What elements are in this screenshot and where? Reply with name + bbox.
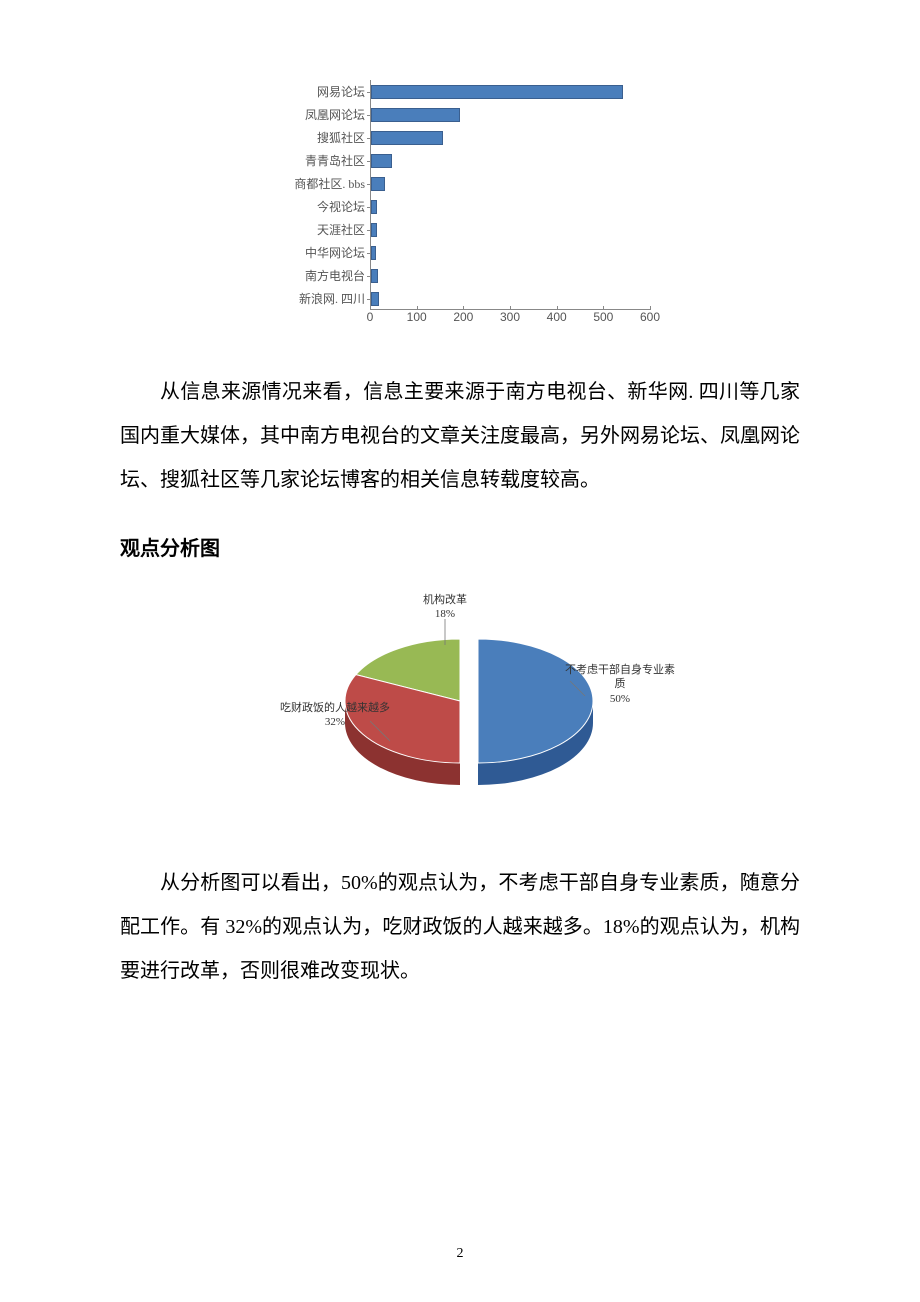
bar-category-label: 南方电视台	[305, 267, 371, 284]
bar-rect	[371, 246, 376, 260]
pie-slice-label-percent: 50%	[565, 692, 675, 706]
bar-category-label: 青青岛社区	[305, 152, 371, 169]
pie-slice-label-text: 机构改革	[405, 593, 485, 607]
bar-rect	[371, 177, 385, 191]
bar-rect	[371, 131, 443, 145]
bar-row: 天涯社区	[371, 223, 377, 237]
section-heading-opinion: 观点分析图	[120, 532, 800, 561]
pie-slice-label-text: 不考虑干部自身专业素质	[565, 663, 675, 692]
bar-xtick-label: 100	[407, 310, 427, 324]
bar-xtick-label: 400	[547, 310, 567, 324]
pie-slice-label-text: 吃财政饭的人越来越多	[270, 701, 400, 715]
bar-xtick-label: 0	[367, 310, 374, 324]
bar-rect	[371, 154, 392, 168]
bar-chart-xaxis: 0100200300400500600	[370, 310, 650, 330]
bar-row: 青青岛社区	[371, 154, 392, 168]
bar-category-label: 商都社区. bbs	[294, 175, 371, 192]
bar-row: 南方电视台	[371, 269, 378, 283]
bar-xtick-label: 300	[500, 310, 520, 324]
bar-category-label: 凤凰网论坛	[305, 106, 371, 123]
paragraph-source-analysis: 从信息来源情况来看，信息主要来源于南方电视台、新华网. 四川等几家国内重大媒体，…	[120, 370, 800, 502]
bar-category-label: 网易论坛	[317, 83, 371, 100]
pie-slice-label-percent: 18%	[405, 607, 485, 621]
bar-category-label: 天涯社区	[317, 221, 371, 238]
bar-row: 新浪网. 四川	[371, 292, 379, 306]
bar-xtick-label: 500	[593, 310, 613, 324]
bar-rect	[371, 269, 378, 283]
bar-xtick-label: 200	[453, 310, 473, 324]
bar-chart: 网易论坛凤凰网论坛搜狐社区青青岛社区商都社区. bbs今视论坛天涯社区中华网论坛…	[270, 80, 650, 330]
paragraph-opinion-analysis: 从分析图可以看出，50%的观点认为，不考虑干部自身专业素质，随意分配工作。有 3…	[120, 861, 800, 993]
bar-rect	[371, 292, 379, 306]
bar-rect	[371, 108, 460, 122]
bar-xtick-label: 600	[640, 310, 660, 324]
bar-category-label: 中华网论坛	[305, 244, 371, 261]
page-number: 2	[457, 1246, 464, 1262]
bar-row: 中华网论坛	[371, 246, 376, 260]
pie-slice-label: 机构改革18%	[405, 593, 485, 622]
bar-category-label: 新浪网. 四川	[299, 290, 371, 307]
pie-slice-label-percent: 32%	[270, 715, 400, 729]
bar-category-label: 搜狐社区	[317, 129, 371, 146]
bar-chart-plot: 网易论坛凤凰网论坛搜狐社区青青岛社区商都社区. bbs 今视论坛天涯社区中华网论坛…	[370, 80, 650, 310]
bar-rect	[371, 223, 377, 237]
bar-rect	[371, 85, 623, 99]
bar-row: 商都社区. bbs	[371, 177, 385, 191]
pie-slice-label: 不考虑干部自身专业素质50%	[565, 663, 675, 706]
pie-chart: 不考虑干部自身专业素质50%吃财政饭的人越来越多32%机构改革18%	[250, 591, 670, 811]
bar-row: 今视论坛	[371, 200, 377, 214]
bar-category-label: 今视论坛	[317, 198, 371, 215]
bar-rect	[371, 200, 377, 214]
pie-slice-label: 吃财政饭的人越来越多32%	[270, 701, 400, 730]
bar-row: 凤凰网论坛	[371, 108, 460, 122]
bar-row: 网易论坛	[371, 85, 623, 99]
bar-row: 搜狐社区	[371, 131, 443, 145]
